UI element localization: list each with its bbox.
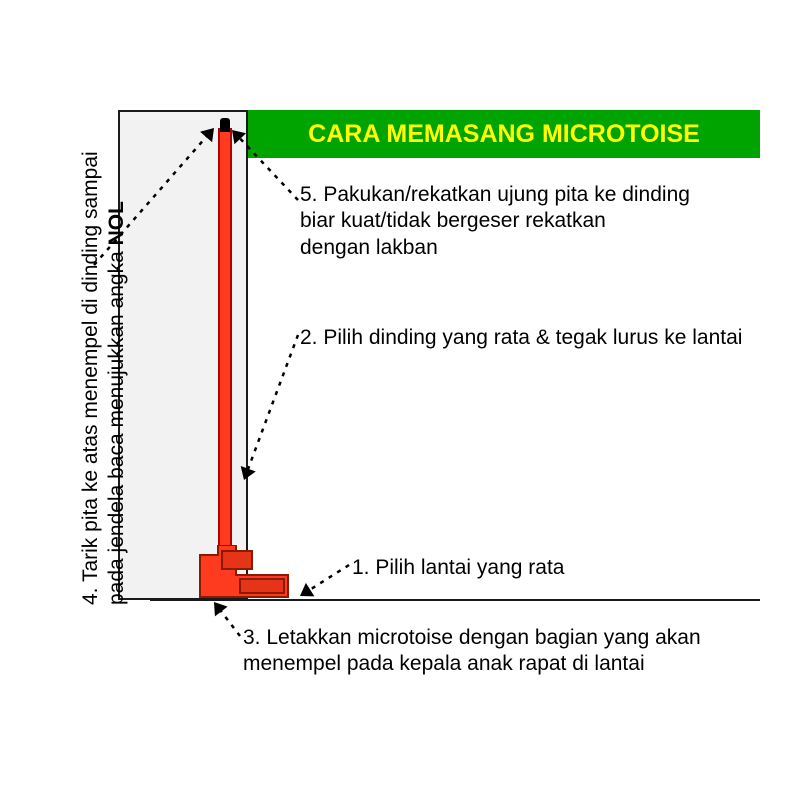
caption-step-5: 5. Pakukan/rekatkan ujung pita ke dindin…	[300, 182, 690, 261]
title-bar: CARA MEMASANG MICROTOISE	[248, 110, 760, 158]
base-svg	[196, 545, 291, 600]
caption-step-4: 4. Tarik pita ke atas menempel di dindin…	[78, 151, 131, 605]
microtoise-base	[196, 545, 291, 600]
microtoise-tape	[218, 128, 232, 558]
title-text: CARA MEMASANG MICROTOISE	[308, 120, 700, 149]
caption-step-2: 2. Pilih dinding yang rata & tegak lurus…	[300, 325, 742, 351]
caption-step-1: 1. Pilih lantai yang rata	[352, 555, 564, 581]
diagram-stage: CARA MEMASANG MICROTOISE 1. Pilih lantai…	[0, 0, 800, 800]
tape-tip	[220, 118, 230, 132]
caption-step-3: 3. Letakkan microtoise dengan bagian yan…	[243, 625, 701, 678]
